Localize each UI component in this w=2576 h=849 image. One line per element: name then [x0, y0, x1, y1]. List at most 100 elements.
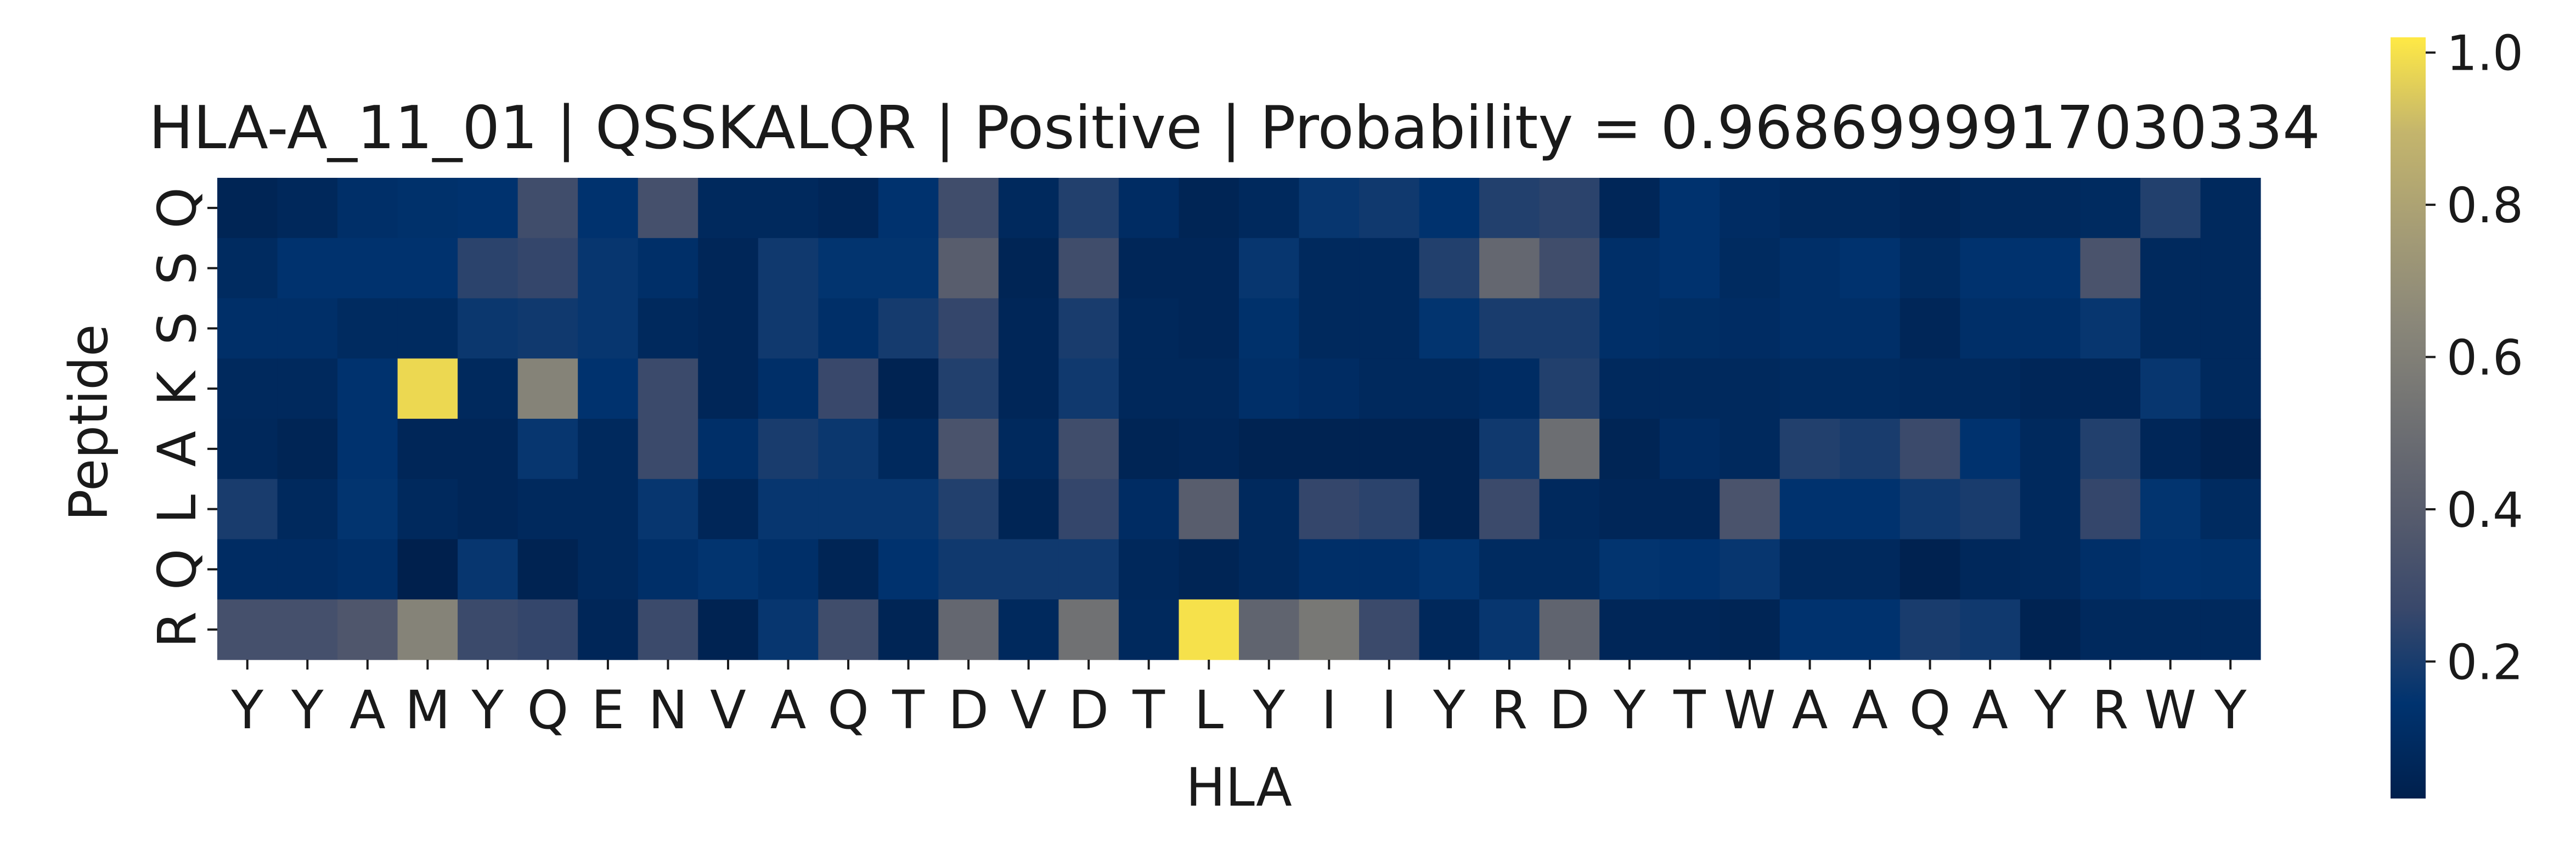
heatmap-cell — [1419, 419, 1480, 480]
heatmap-cell — [998, 298, 1059, 359]
heatmap-cell — [1659, 178, 1720, 239]
heatmap-cell — [878, 599, 939, 660]
y-tick-label: S — [146, 251, 208, 285]
heatmap-cell — [277, 298, 338, 359]
x-tick-label: Y — [1433, 679, 1465, 741]
heatmap-cell — [2080, 238, 2141, 299]
heatmap-cell — [217, 178, 278, 239]
heatmap-cell — [277, 539, 338, 600]
x-tick-label: V — [710, 679, 746, 741]
x-tick-label: I — [1382, 679, 1397, 741]
heatmap-cell — [1239, 539, 1300, 600]
heatmap-cell — [1419, 238, 1480, 299]
heatmap-cell — [1239, 599, 1300, 660]
heatmap-cell — [2020, 178, 2081, 239]
x-tick-label: N — [649, 679, 688, 741]
heatmap-cell — [578, 178, 639, 239]
heatmap-cell — [1659, 298, 1720, 359]
heatmap-cell — [1058, 238, 1119, 299]
heatmap-cell — [1058, 599, 1119, 660]
x-tick-label: R — [2092, 679, 2129, 741]
heatmap-cell — [758, 419, 819, 480]
heatmap-cell — [217, 298, 278, 359]
heatmap-cell — [1479, 599, 1540, 660]
heatmap-cell — [1359, 419, 1420, 480]
heatmap-cell — [1720, 479, 1780, 540]
heatmap-cell — [878, 238, 939, 299]
heatmap-cell — [1840, 238, 1901, 299]
colorbar-tick-label: 0.6 — [2447, 330, 2523, 386]
heatmap-cell — [1179, 599, 1239, 660]
heatmap-cell — [1840, 419, 1901, 480]
heatmap-cell — [1118, 419, 1180, 480]
heatmap-cell — [1179, 358, 1239, 419]
heatmap-cell — [1118, 539, 1180, 600]
heatmap-cell — [1899, 298, 1960, 359]
heatmap-cell — [2140, 298, 2201, 359]
heatmap-cell — [1840, 479, 1901, 540]
heatmap-cell — [1539, 539, 1600, 600]
heatmap-cell — [1179, 479, 1239, 540]
heatmap-cell — [1299, 599, 1360, 660]
heatmap-cell — [578, 358, 639, 419]
heatmap-cell — [1419, 358, 1480, 419]
heatmap-cell — [1720, 178, 1780, 239]
x-tick-label: T — [892, 679, 925, 741]
heatmap-cell — [2020, 298, 2081, 359]
colorbar-ticks: 0.2 0.4 0.6 0.8 1.0 — [2426, 25, 2523, 690]
colorbar-tick-label: 0.4 — [2447, 482, 2523, 538]
heatmap-cell — [1479, 238, 1540, 299]
heatmap-cell — [2200, 178, 2261, 239]
heatmap-cell — [458, 539, 518, 600]
heatmap-cell — [458, 479, 518, 540]
heatmap-cell — [698, 539, 759, 600]
heatmap-cell — [1539, 298, 1600, 359]
y-tick-label: Q — [146, 187, 208, 229]
heatmap-cell — [998, 479, 1059, 540]
heatmap-cell — [938, 479, 999, 540]
heatmap-cell — [1419, 539, 1480, 600]
heatmap-cell — [878, 178, 939, 239]
heatmap-cell — [1118, 479, 1180, 540]
x-tick-label: W — [1724, 679, 1776, 741]
x-tick-label: Q — [527, 679, 569, 741]
heatmap-cell — [2200, 419, 2261, 480]
heatmap-cell — [1359, 238, 1420, 299]
heatmap-cell — [1720, 358, 1780, 419]
heatmap-cell — [1479, 419, 1540, 480]
heatmap-cell — [2020, 479, 2081, 540]
heatmap-cell — [638, 178, 698, 239]
heatmap-cell — [277, 479, 338, 540]
x-tick-label: A — [1852, 679, 1888, 741]
heatmap-cell — [698, 178, 759, 239]
heatmap-cell — [517, 358, 578, 419]
heatmap-cell — [1899, 178, 1960, 239]
heatmap-cell — [1720, 419, 1780, 480]
heatmap-cell — [397, 178, 458, 239]
heatmap-cell — [458, 238, 518, 299]
heatmap-cell — [758, 539, 819, 600]
heatmap-cell — [1779, 238, 1840, 299]
heatmap-cell — [1539, 479, 1600, 540]
heatmap-cell — [1479, 298, 1540, 359]
x-axis-label: HLA — [1186, 757, 1292, 818]
heatmap-cell — [638, 238, 698, 299]
heatmap-cell — [1599, 539, 1660, 600]
heatmap-cell — [1539, 358, 1600, 419]
heatmap-cell — [2140, 238, 2201, 299]
heatmap-cell — [337, 419, 398, 480]
heatmap-cell — [698, 599, 759, 660]
heatmap-cell — [1779, 539, 1840, 600]
x-tick-label: D — [948, 679, 989, 741]
heatmap-cell — [1299, 238, 1360, 299]
heatmap-cell — [1659, 238, 1720, 299]
heatmap-cell — [217, 479, 278, 540]
heatmap-cell — [2200, 479, 2261, 540]
heatmap-cell — [998, 178, 1059, 239]
heatmap-cell — [1118, 178, 1180, 239]
x-tick-label: A — [350, 679, 386, 741]
heatmap-cell — [217, 599, 278, 660]
heatmap-cell — [1840, 298, 1901, 359]
heatmap-cell — [1960, 238, 2021, 299]
heatmap-cell — [1960, 178, 2021, 239]
